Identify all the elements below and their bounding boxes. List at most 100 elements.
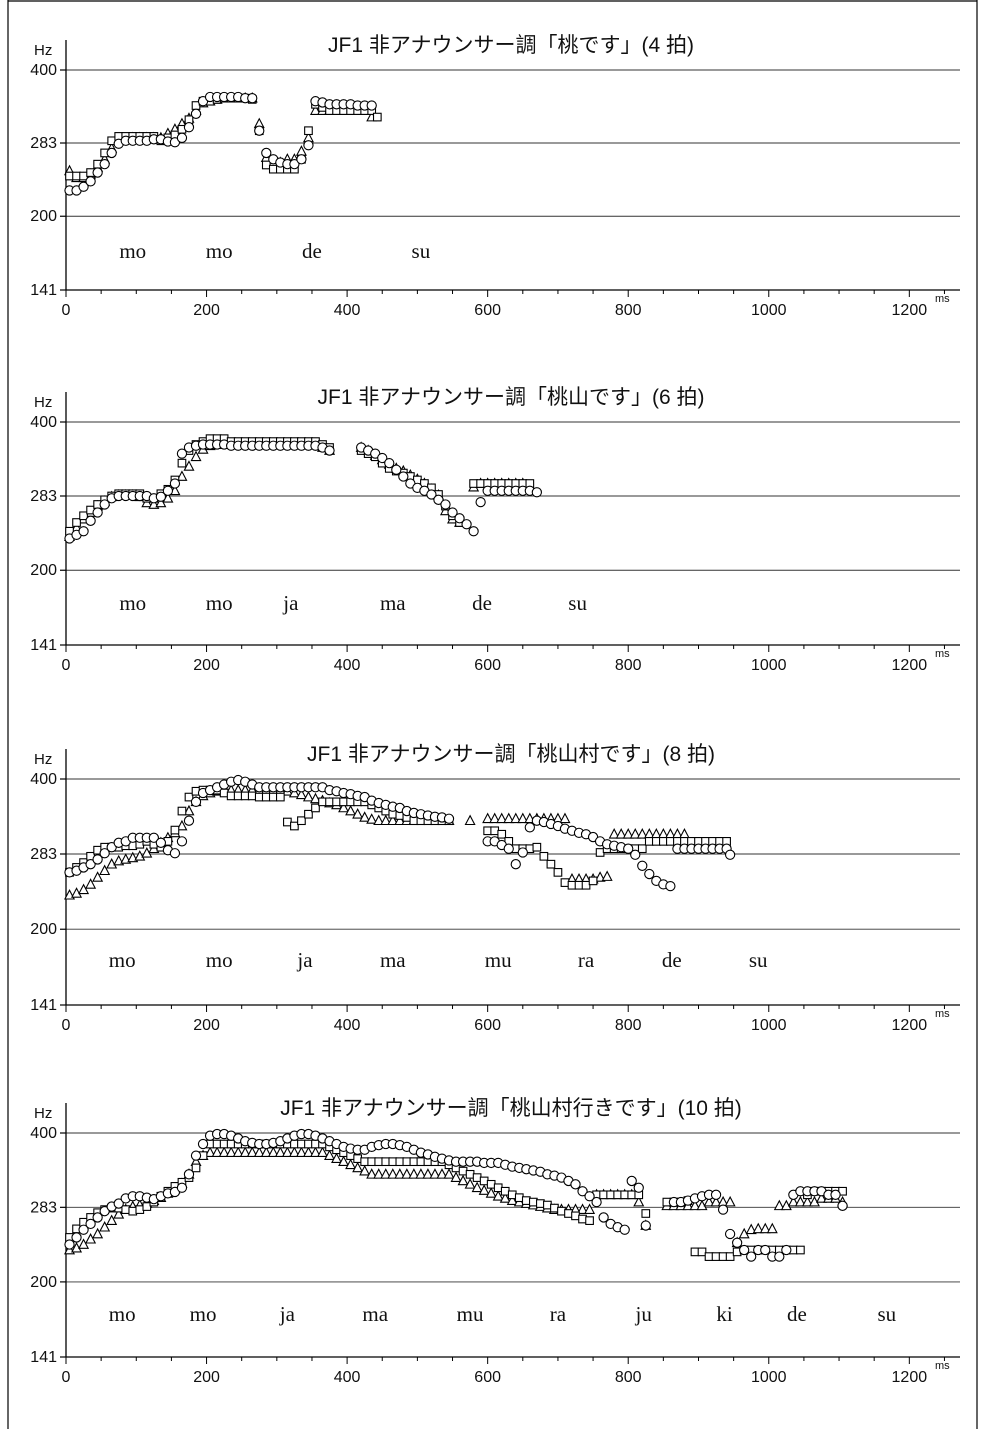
syllable-label: su [877, 1302, 896, 1326]
data-point-triangle [204, 1146, 216, 1158]
data-point-square [483, 826, 493, 836]
data-point-triangle [183, 804, 195, 816]
x-tick-label: 200 [193, 1369, 220, 1386]
data-point-triangle [380, 1168, 392, 1179]
data-point-square [651, 837, 661, 846]
data-point-circle [746, 1251, 757, 1262]
syllable-label: mo [119, 591, 146, 615]
data-point-triangle [106, 1214, 118, 1225]
data-point-circle [176, 1182, 188, 1193]
data-point-square [374, 1157, 384, 1167]
data-point-triangle [759, 1222, 771, 1234]
data-point-square [191, 1163, 201, 1173]
data-point-circle [148, 832, 159, 843]
y-tick-label: 400 [30, 62, 57, 79]
x-axis-unit-label: ms [935, 1008, 950, 1020]
data-point-circle [510, 859, 521, 870]
data-point-triangle [288, 1146, 300, 1158]
data-point-square [219, 788, 229, 798]
data-point-triangle [584, 1203, 596, 1214]
data-point-square [497, 829, 507, 839]
x-tick-label: 200 [193, 657, 220, 674]
data-point-triangle [629, 828, 641, 839]
data-point-triangle [678, 828, 690, 839]
data-point-triangle [766, 1222, 778, 1234]
data-point-triangle [324, 1149, 336, 1160]
data-point-square [233, 791, 243, 801]
data-point-square [472, 1173, 482, 1182]
y-tick-label: 141 [30, 637, 57, 654]
data-point-square [641, 1209, 651, 1218]
data-point-circle [626, 1175, 637, 1187]
chart-title: JF1 非アナウンサー調「桃です」(4 拍) [328, 34, 694, 57]
syllable-label: mo [109, 1302, 136, 1326]
syllable-label: ra [578, 948, 595, 972]
y-axis-unit-label: Hz [34, 1105, 52, 1122]
data-point-triangle [492, 1190, 504, 1201]
data-point-circle [78, 526, 89, 537]
data-point-triangle [745, 1223, 757, 1235]
x-tick-label: 0 [62, 1017, 71, 1034]
syllable-label: mu [457, 1302, 484, 1326]
data-point-circle [443, 813, 455, 824]
data-point-triangle [496, 812, 508, 824]
syllable-label: ra [550, 1302, 567, 1326]
syllable-label: ja [282, 591, 299, 615]
data-point-square [395, 1157, 405, 1167]
data-point-triangle [338, 801, 350, 813]
data-point-square [588, 876, 598, 886]
chart-title: JF1 非アナウンサー調「桃山です」(6 拍) [318, 386, 705, 409]
data-point-circle [296, 154, 307, 165]
data-point-triangle [577, 1203, 589, 1214]
data-point-square [725, 1252, 735, 1261]
syllable-label: ma [380, 591, 406, 615]
x-tick-label: 0 [62, 1369, 71, 1386]
data-point-square [290, 821, 299, 831]
data-point-triangle [636, 828, 648, 839]
data-point-square [486, 1179, 496, 1189]
data-point-circle [517, 847, 528, 858]
data-point-triangle [134, 850, 146, 861]
data-point-triangle [225, 1146, 237, 1158]
data-point-square [606, 1190, 615, 1200]
data-point-triangle [482, 812, 494, 824]
y-tick-label: 200 [30, 1274, 57, 1291]
syllable-label: de [472, 591, 492, 615]
data-point-square [567, 880, 577, 890]
data-point-square [226, 1139, 236, 1149]
data-point-square [268, 792, 278, 802]
data-point-square [620, 1190, 630, 1200]
x-tick-label: 0 [62, 302, 71, 319]
data-point-square [325, 797, 334, 807]
chart-panel-1: JF1 非アナウンサー調「桃です」(4 拍) Hz 400 283 200 141 0 200… [30, 34, 960, 319]
data-point-triangle [408, 1168, 420, 1179]
data-point-circle [366, 100, 377, 111]
data-point-square [247, 791, 257, 801]
chart-panels: JF1 非アナウンサー調「桃です」(4 拍) Hz 400 283 200 141 0 200… [30, 34, 960, 1386]
data-point-triangle [387, 814, 399, 826]
data-point-triangle [267, 1146, 279, 1158]
syllable-label: mu [485, 948, 512, 972]
y-tick-label: 400 [30, 414, 57, 431]
data-point-triangle [211, 1146, 223, 1158]
data-point-circle [176, 132, 188, 144]
data-point-square [581, 880, 591, 890]
data-point-square [177, 806, 187, 816]
syllable-label: mo [206, 239, 233, 263]
data-point-square [490, 826, 500, 836]
data-point-square [711, 1252, 721, 1261]
data-point-square [261, 792, 271, 802]
data-point-circle [85, 176, 96, 187]
data-point-square [560, 878, 570, 887]
data-point-circle [106, 147, 117, 159]
data-point-triangle [608, 828, 620, 839]
data-point-triangle [78, 883, 90, 895]
data-point-triangle [183, 460, 195, 471]
data-point-triangle [176, 470, 188, 481]
data-point-square [381, 1157, 391, 1167]
x-tick-label: 200 [193, 302, 220, 319]
data-point-triangle [415, 1168, 427, 1179]
data-point-square [402, 1157, 412, 1167]
y-tick-label: 200 [30, 562, 57, 579]
